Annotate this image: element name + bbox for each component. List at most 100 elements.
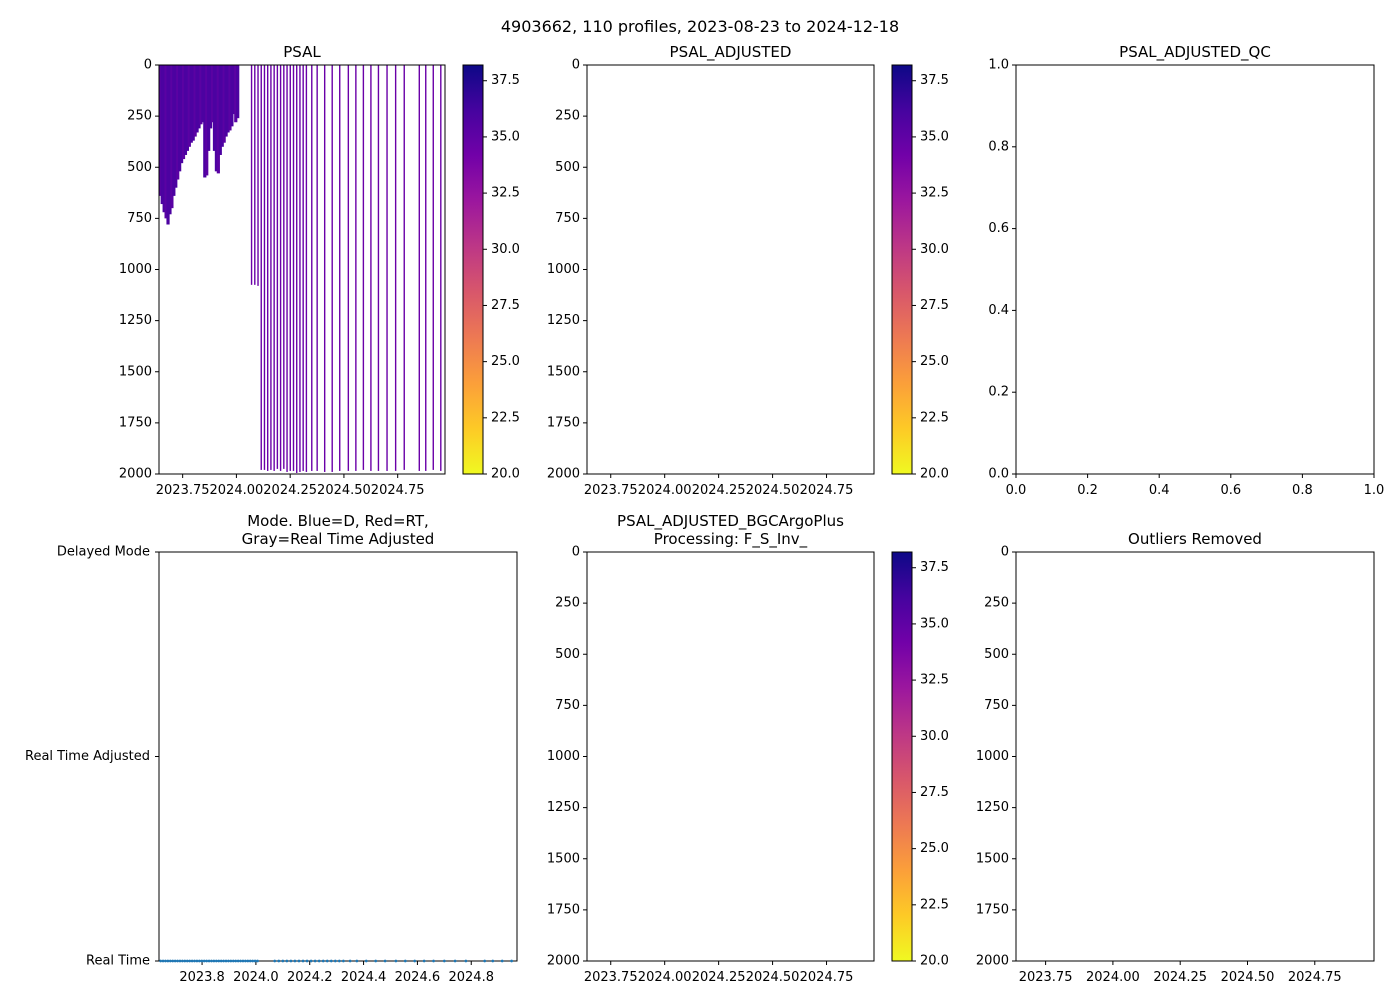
psal-profile-bar	[394, 65, 397, 471]
psal-adj-colorbar-tick-label: 20.0	[920, 467, 949, 482]
psal-profile-bar	[158, 65, 162, 196]
psal-xtick-label: 2024.25	[263, 483, 317, 498]
mode-xtick-label: 2024.6	[395, 970, 441, 985]
outliers-xtick-label: 2023.75	[1019, 970, 1073, 985]
bgc-ytick-label: 1500	[547, 851, 580, 866]
psal-xtick-label: 2024.50	[317, 483, 371, 498]
psal-profile-bar	[216, 65, 220, 174]
outliers-xtick-label: 2024.25	[1153, 970, 1207, 985]
mode-point	[212, 959, 216, 963]
qc-xtick-label: 0.0	[1006, 483, 1027, 498]
bgc-xtick-label: 2024.00	[638, 970, 692, 985]
psal-profile-bar	[279, 65, 282, 471]
psal-profile-bar	[311, 65, 313, 471]
mode-xtick-label: 2023.8	[179, 970, 225, 985]
mode-point	[483, 959, 487, 963]
psal-profile-bar	[228, 65, 232, 131]
mode-xtick-label: 2024.4	[341, 970, 387, 985]
psal-profile-bar	[370, 65, 372, 471]
psal-colorbar-tick-label: 20.0	[491, 467, 520, 482]
mode-point	[364, 959, 368, 963]
mode-point	[193, 959, 196, 963]
bgc-colorbar-tick-label: 27.5	[920, 785, 949, 800]
psal-profile-bar	[222, 65, 226, 143]
bgc-ytick-label: 0	[572, 545, 580, 560]
psal-colorbar-tick-label: 25.0	[491, 354, 520, 369]
mode-point	[253, 959, 257, 963]
mode-ytick-label: Real Time	[86, 954, 150, 969]
psal-profile-bar	[174, 65, 178, 188]
psal-colorbar-tick-label: 27.5	[491, 298, 520, 313]
psal-profile-bar	[347, 65, 350, 471]
psal-profile-bar	[418, 65, 420, 471]
bgc-xtick-label: 2024.75	[800, 970, 854, 985]
qc-ytick-label: 0.6	[988, 221, 1009, 236]
mode-point	[251, 959, 255, 963]
psal-profile-bar	[440, 65, 442, 471]
psal-ytick-label: 0	[144, 58, 152, 73]
psal-profile-bar	[195, 65, 199, 133]
bgc-colorbar-frame	[891, 551, 913, 962]
psal-profile-bar	[224, 65, 228, 137]
mode-point	[333, 959, 337, 963]
mode-point	[337, 959, 341, 963]
psal-adj-ytick-label: 250	[555, 109, 580, 124]
qc-ytick-label: 0.2	[988, 385, 1009, 400]
mode-point	[173, 959, 177, 963]
mode-point	[246, 959, 250, 963]
mode-point	[453, 959, 457, 963]
mode-point	[222, 959, 226, 963]
psal-profile-bar	[176, 65, 180, 180]
psal-ytick-label: 2000	[119, 467, 152, 482]
qc-title: PSAL_ADJUSTED_QC	[1119, 43, 1271, 62]
psal-profile-bar	[226, 65, 230, 133]
bgc-ytick-label: 250	[555, 596, 580, 611]
qc-xtick-label: 0.6	[1220, 483, 1241, 498]
psal-profile-bar	[299, 65, 301, 472]
mode-title-line2: Gray=Real Time Adjusted	[242, 530, 435, 548]
psal-profile-bar	[210, 65, 215, 123]
outliers-ytick-label: 500	[984, 647, 1009, 662]
mode-point	[205, 959, 209, 963]
mode-point	[256, 959, 259, 963]
psal-profile-bar	[197, 65, 201, 129]
mode-point	[309, 959, 313, 963]
psal-profile-bar	[230, 65, 234, 127]
outliers-ytick-label: 0	[1001, 545, 1009, 560]
qc-ytick-label: 1.0	[988, 58, 1009, 73]
psal-adj-xtick-label: 2024.75	[800, 483, 854, 498]
psal-axes-frame	[158, 64, 446, 475]
outliers-xtick-label: 2024.50	[1221, 970, 1275, 985]
mode-point	[214, 959, 218, 963]
mode-point	[188, 959, 192, 963]
mode-point	[313, 959, 317, 963]
psal-ytick-label: 1500	[119, 364, 152, 379]
mode-point	[341, 959, 345, 963]
psal-profile-bar	[234, 65, 238, 123]
mode-xtick-label: 2024.2	[287, 970, 333, 985]
psal-profile-bar	[209, 65, 213, 129]
psal-profile-bar	[214, 65, 219, 172]
psal-profile-bar	[160, 65, 164, 205]
mode-point	[285, 959, 289, 963]
mode-point	[374, 959, 378, 963]
psal-adj-ytick-label: 1250	[547, 313, 580, 328]
psal-xtick-label: 2024.75	[371, 483, 425, 498]
psal-adj-xtick-label: 2024.00	[638, 483, 692, 498]
psal-adj-ytick-label: 1000	[547, 262, 580, 277]
mode-point	[293, 959, 297, 963]
psal-profile-bar	[236, 65, 240, 119]
mode-point	[166, 959, 170, 963]
psal-profile-bar	[254, 65, 256, 285]
bgc-colorbar	[892, 552, 912, 961]
mode-point	[159, 959, 163, 963]
psal-profile-bar	[323, 65, 326, 472]
mode-point	[239, 959, 242, 963]
bgc-colorbar-tick-label: 37.5	[920, 560, 949, 575]
mode-point	[277, 959, 281, 963]
mode-point	[432, 959, 435, 963]
psal-adj-ytick-label: 1500	[547, 364, 580, 379]
psal-adj-ytick-label: 1750	[547, 415, 580, 430]
psal-profile-bar	[302, 65, 304, 471]
